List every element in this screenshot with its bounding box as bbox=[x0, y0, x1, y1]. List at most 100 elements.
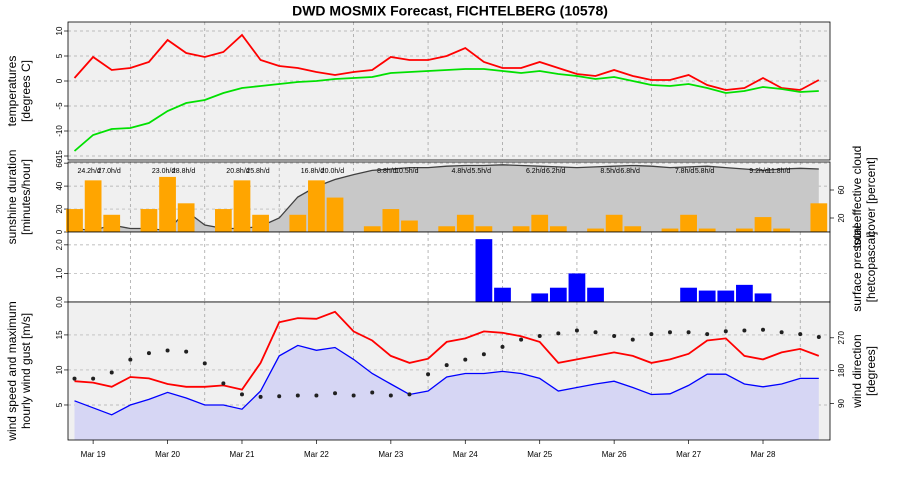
point bbox=[742, 328, 747, 333]
bar bbox=[587, 228, 604, 232]
y-tick-label: 0 bbox=[55, 78, 64, 83]
x-tick-label: Mar 22 bbox=[304, 450, 329, 459]
bar bbox=[754, 293, 772, 302]
bar bbox=[326, 197, 344, 232]
y-tick-label: 60 bbox=[55, 158, 64, 167]
y-tick-label: 1.0 bbox=[55, 267, 64, 279]
bar bbox=[680, 287, 697, 302]
line bbox=[74, 344, 819, 416]
point bbox=[574, 328, 579, 333]
point bbox=[444, 363, 449, 368]
point bbox=[333, 391, 338, 396]
x-tick-label: Mar 20 bbox=[155, 450, 180, 459]
y-tick-label: 15 bbox=[55, 330, 64, 339]
daily-sunshine-label: 25.8h/d bbox=[246, 168, 269, 175]
panel-background bbox=[68, 232, 830, 302]
bar bbox=[233, 180, 251, 232]
bar bbox=[531, 214, 549, 232]
x-tick-label: Mar 19 bbox=[81, 450, 106, 459]
x-tick-label: Mar 27 bbox=[676, 450, 701, 459]
line bbox=[74, 310, 820, 391]
bar bbox=[382, 209, 400, 232]
point bbox=[258, 394, 263, 399]
daily-sunshine-label: 11.8h/d bbox=[768, 168, 791, 175]
y-tick-label: 20 bbox=[55, 204, 64, 213]
bar bbox=[810, 203, 828, 232]
bar bbox=[698, 290, 716, 302]
bar bbox=[308, 180, 325, 232]
bar bbox=[494, 287, 511, 302]
y2-axis-label: surface pressure bbox=[850, 222, 864, 312]
bar bbox=[661, 228, 679, 232]
point bbox=[407, 392, 412, 397]
bar bbox=[456, 214, 474, 232]
y2-tick-label: 270 bbox=[837, 331, 846, 345]
bar bbox=[159, 176, 176, 232]
y-tick-label: 0.0 bbox=[55, 296, 64, 308]
bar bbox=[66, 209, 83, 232]
bar bbox=[177, 203, 195, 232]
y2-axis-label: wind direction bbox=[850, 334, 864, 408]
y2-tick-label: 180 bbox=[837, 363, 846, 377]
point bbox=[519, 337, 524, 342]
daily-sunshine-label: 5.8h/d bbox=[695, 168, 715, 175]
point bbox=[500, 344, 505, 349]
point bbox=[277, 394, 282, 399]
bar bbox=[252, 214, 269, 232]
point bbox=[686, 330, 691, 335]
area bbox=[74, 345, 819, 440]
x-tick-label: Mar 26 bbox=[602, 450, 627, 459]
point bbox=[667, 330, 672, 335]
y-axis-label: hourly wind gust [m/s] bbox=[19, 313, 33, 429]
daily-sunshine-label: 5.5h/d bbox=[472, 168, 492, 175]
x-tick-label: Mar 25 bbox=[527, 450, 552, 459]
daily-sunshine-label: 4.8h/d bbox=[452, 168, 472, 175]
point bbox=[630, 337, 635, 342]
y-axis-label: sunshine duration bbox=[5, 150, 19, 245]
y2-tick-label: 90 bbox=[837, 398, 846, 407]
bar bbox=[475, 239, 493, 302]
point bbox=[593, 330, 598, 335]
bar bbox=[84, 180, 102, 232]
y-tick-label: 40 bbox=[55, 181, 64, 190]
daily-sunshine-label: 6.2h/d bbox=[526, 168, 546, 175]
daily-sunshine-label: 20.0h/d bbox=[321, 168, 344, 175]
bar bbox=[624, 226, 642, 232]
bar bbox=[438, 226, 456, 232]
bar bbox=[363, 226, 381, 232]
bar bbox=[215, 209, 232, 232]
y2-axis-label: [hetcopascal] bbox=[864, 232, 878, 303]
point bbox=[816, 335, 821, 340]
y-tick-label: -5 bbox=[55, 102, 64, 110]
bar bbox=[140, 209, 158, 232]
point bbox=[351, 393, 356, 398]
y-tick-label: 10 bbox=[55, 26, 64, 35]
point bbox=[649, 332, 654, 337]
daily-sunshine-label: 7.8h/d bbox=[675, 168, 695, 175]
point bbox=[91, 376, 96, 381]
point bbox=[109, 370, 114, 375]
bar bbox=[717, 290, 735, 302]
y2-tick-label: 20 bbox=[837, 213, 846, 222]
point bbox=[481, 352, 486, 357]
daily-sunshine-label: 27.0h/d bbox=[97, 168, 120, 175]
bar bbox=[289, 214, 307, 232]
y-axis-label: [minutes/hour] bbox=[19, 159, 33, 235]
x-tick-label: Mar 23 bbox=[378, 450, 403, 459]
point bbox=[295, 393, 300, 398]
chart-title: DWD MOSMIX Forecast, FICHTELBERG (10578) bbox=[292, 3, 608, 19]
point bbox=[221, 381, 226, 386]
point bbox=[146, 351, 151, 356]
x-tick-label: Mar 24 bbox=[453, 450, 478, 459]
bar bbox=[568, 273, 586, 302]
point bbox=[388, 393, 393, 398]
bar bbox=[680, 214, 697, 232]
point bbox=[72, 376, 77, 381]
line bbox=[73, 33, 820, 91]
bar bbox=[698, 228, 716, 232]
bar bbox=[549, 287, 567, 302]
daily-sunshine-label: 6.8h/d bbox=[620, 168, 640, 175]
y-axis-label: [degrees C] bbox=[19, 60, 33, 122]
point bbox=[779, 330, 784, 335]
